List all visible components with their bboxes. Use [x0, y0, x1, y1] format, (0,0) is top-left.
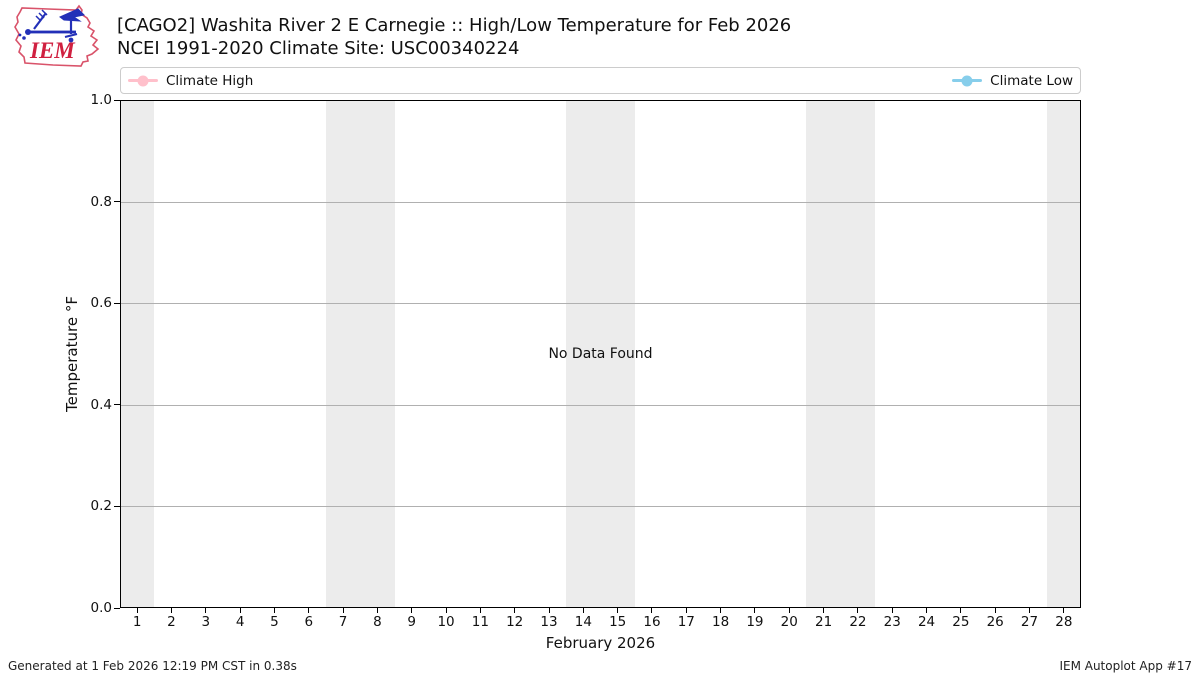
x-tick-mark [479, 608, 481, 613]
x-tick-label: 25 [952, 614, 970, 630]
x-tick-label: 20 [780, 614, 798, 630]
x-tick-label: 6 [304, 614, 314, 630]
y-tick-label: 0.8 [90, 193, 112, 210]
x-tick-mark [823, 608, 825, 613]
title-block: [CAGO2] Washita River 2 E Carnegie :: Hi… [117, 14, 791, 60]
x-axis-label: February 2026 [545, 634, 656, 652]
x-tick-mark [994, 608, 996, 613]
x-tick-mark [1063, 608, 1065, 613]
x-tick-label: 2 [167, 614, 176, 630]
legend-entry-climate-low: Climate Low [952, 73, 1073, 89]
y-tick-mark [114, 201, 120, 203]
x-tick-label: 7 [338, 614, 348, 630]
horizontal-gridline [120, 404, 1081, 406]
iem-logo: IEM [14, 4, 100, 67]
weekend-shading-band [1046, 100, 1081, 608]
x-tick-label: 10 [437, 614, 455, 630]
x-tick-mark [205, 608, 207, 613]
weekend-shading-band [806, 100, 876, 608]
x-tick-mark [411, 608, 413, 613]
y-tick-mark [114, 607, 120, 609]
horizontal-gridline [120, 506, 1081, 508]
weather-vane-icon [18, 8, 86, 43]
y-tick-mark [114, 302, 120, 304]
x-tick-label: 23 [883, 614, 901, 630]
x-tick-label: 9 [407, 614, 417, 630]
x-tick-label: 4 [235, 614, 245, 630]
x-tick-mark [170, 608, 172, 613]
x-tick-label: 13 [540, 614, 558, 630]
climate-high-line-marker-icon [128, 74, 158, 87]
legend-label-climate-high: Climate High [166, 72, 254, 89]
weekend-shading-band [566, 100, 635, 608]
y-tick-label: 1.0 [90, 92, 112, 108]
x-tick-label: 15 [609, 614, 627, 630]
app-credit: IEM Autoplot App #17 [1059, 659, 1192, 673]
x-tick-mark [376, 608, 378, 613]
generated-timestamp: Generated at 1 Feb 2026 12:19 PM CST in … [8, 659, 297, 673]
x-tick-mark [651, 608, 653, 613]
chart-subtitle: NCEI 1991-2020 Climate Site: USC00340224 [117, 38, 520, 59]
x-tick-mark [857, 608, 859, 613]
y-tick-label: 0.2 [90, 498, 112, 515]
y-tick-mark [114, 404, 120, 406]
x-tick-mark [788, 608, 790, 613]
x-tick-mark [136, 608, 138, 613]
plot-area [120, 100, 1081, 608]
x-tick-label: 21 [814, 614, 833, 630]
x-tick-mark [342, 608, 344, 613]
y-tick-mark [114, 505, 120, 507]
x-tick-label: 24 [917, 614, 936, 630]
x-tick-label: 28 [1055, 614, 1073, 630]
y-axis-label: Temperature °F [63, 296, 81, 412]
x-tick-mark [1029, 608, 1031, 613]
x-tick-mark [239, 608, 241, 613]
x-tick-mark [754, 608, 756, 613]
x-tick-label: 5 [270, 614, 279, 630]
x-tick-mark [548, 608, 550, 613]
x-tick-label: 19 [746, 614, 764, 630]
legend-label-climate-low: Climate Low [990, 72, 1073, 89]
x-tick-mark [273, 608, 275, 613]
x-tick-mark [720, 608, 722, 613]
x-tick-mark [685, 608, 687, 613]
weekend-shading-band [120, 100, 155, 608]
x-tick-mark [308, 608, 310, 613]
x-tick-mark [926, 608, 928, 613]
y-tick-label: 0.0 [90, 600, 112, 616]
legend: Climate High Climate Low [120, 67, 1081, 94]
climate-low-line-marker-icon [952, 74, 983, 87]
horizontal-gridline [120, 201, 1081, 203]
x-tick-label: 26 [986, 614, 1004, 630]
y-tick-mark [114, 99, 120, 101]
iem-logo-text: IEM [29, 38, 76, 63]
x-tick-mark [514, 608, 516, 613]
x-tick-label: 3 [201, 614, 211, 630]
x-tick-label: 14 [574, 614, 592, 630]
x-tick-label: 1 [132, 614, 142, 630]
x-tick-label: 22 [849, 614, 867, 630]
x-tick-mark [582, 608, 584, 613]
y-tick-label: 0.4 [90, 396, 112, 413]
x-tick-mark [617, 608, 619, 613]
legend-entry-climate-high: Climate High [128, 73, 253, 89]
x-tick-label: 27 [1020, 614, 1039, 630]
x-tick-label: 12 [506, 614, 524, 630]
x-tick-mark [891, 608, 893, 613]
x-tick-label: 8 [373, 614, 382, 630]
x-tick-mark [960, 608, 962, 613]
horizontal-gridline [120, 303, 1081, 305]
weekend-shading-band [325, 100, 395, 608]
x-tick-label: 11 [471, 614, 489, 630]
x-tick-label: 18 [712, 614, 730, 630]
chart-title: [CAGO2] Washita River 2 E Carnegie :: Hi… [117, 15, 792, 36]
x-tick-label: 17 [677, 614, 695, 630]
x-tick-mark [445, 608, 447, 613]
y-tick-label: 0.6 [90, 295, 112, 312]
x-tick-label: 16 [643, 614, 661, 630]
